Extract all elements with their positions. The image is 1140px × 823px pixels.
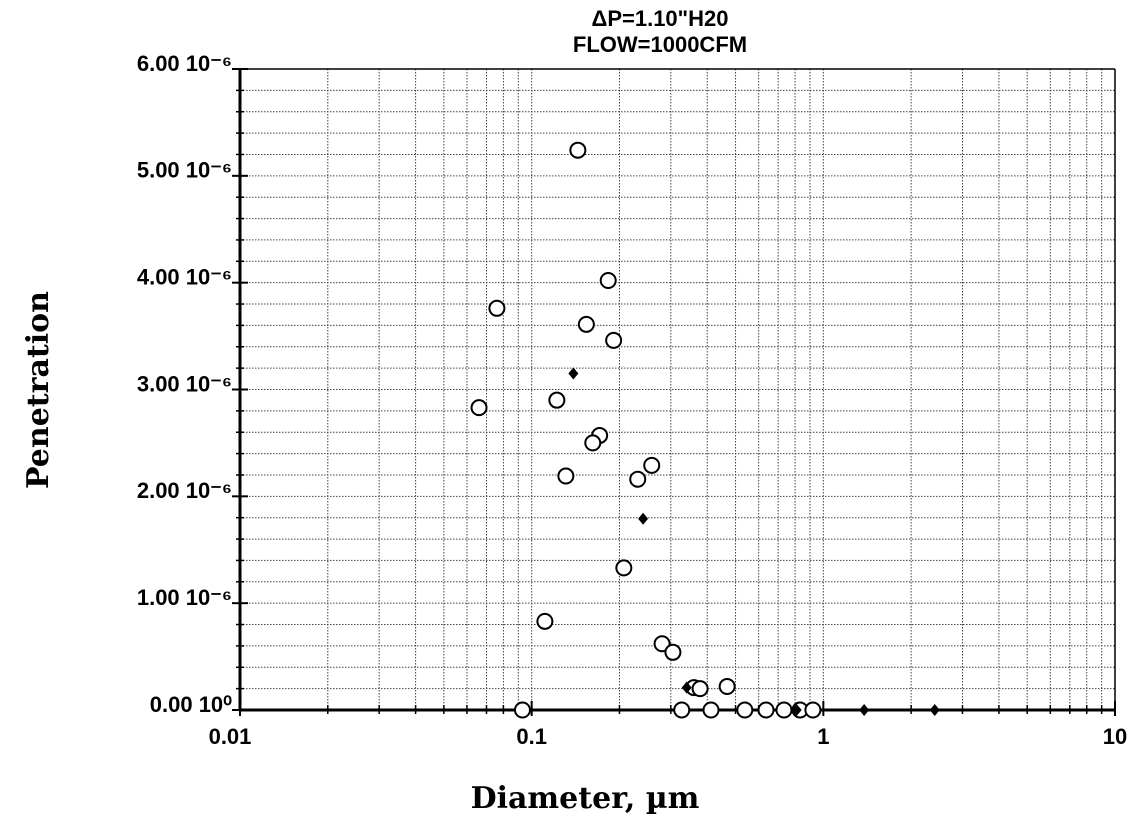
y-tick-label: 4.00 10⁻⁶ — [137, 264, 232, 289]
point — [718, 677, 736, 695]
point — [548, 391, 566, 409]
x-tick-label: 0.1 — [516, 724, 547, 749]
point — [775, 701, 793, 719]
point — [804, 701, 822, 719]
point — [736, 701, 754, 719]
x-axis-label: Diameter, µm — [471, 781, 700, 816]
point — [629, 470, 647, 488]
x-tick-label: 10 — [1103, 724, 1127, 749]
point — [536, 612, 554, 630]
point — [488, 299, 506, 317]
chart-title: ΔP=1.10"H20 — [592, 6, 729, 31]
point — [929, 704, 940, 716]
point — [791, 704, 802, 716]
point — [605, 331, 623, 349]
point — [577, 315, 595, 333]
point — [681, 681, 692, 694]
y-tick-label: 3.00 10⁻⁶ — [137, 371, 232, 396]
point — [859, 704, 870, 716]
point — [599, 272, 617, 290]
y-tick-label: 6.00 10⁻⁶ — [137, 51, 232, 76]
point — [691, 680, 709, 698]
point — [643, 456, 661, 474]
x-tick-label: 1 — [817, 724, 829, 749]
y-axis-label: Penetration — [21, 291, 56, 489]
y-tick-label: 5.00 10⁻⁶ — [137, 158, 232, 183]
point — [569, 141, 587, 159]
point — [470, 399, 488, 417]
point — [664, 643, 682, 661]
chart-title: FLOW=1000CFM — [573, 32, 747, 57]
point — [557, 467, 575, 485]
y-tick-label: 2.00 10⁻⁶ — [137, 478, 232, 503]
x-tick-label: 0.01 — [209, 724, 252, 749]
y-tick-label: 0.00 10⁰ — [150, 692, 232, 717]
point — [638, 512, 649, 525]
point — [584, 434, 602, 452]
y-tick-label: 1.00 10⁻⁶ — [137, 585, 232, 610]
point — [757, 701, 775, 719]
point — [568, 367, 579, 380]
point — [653, 635, 671, 653]
point — [513, 701, 531, 719]
point — [673, 701, 691, 719]
point — [615, 559, 633, 577]
point — [702, 701, 720, 719]
